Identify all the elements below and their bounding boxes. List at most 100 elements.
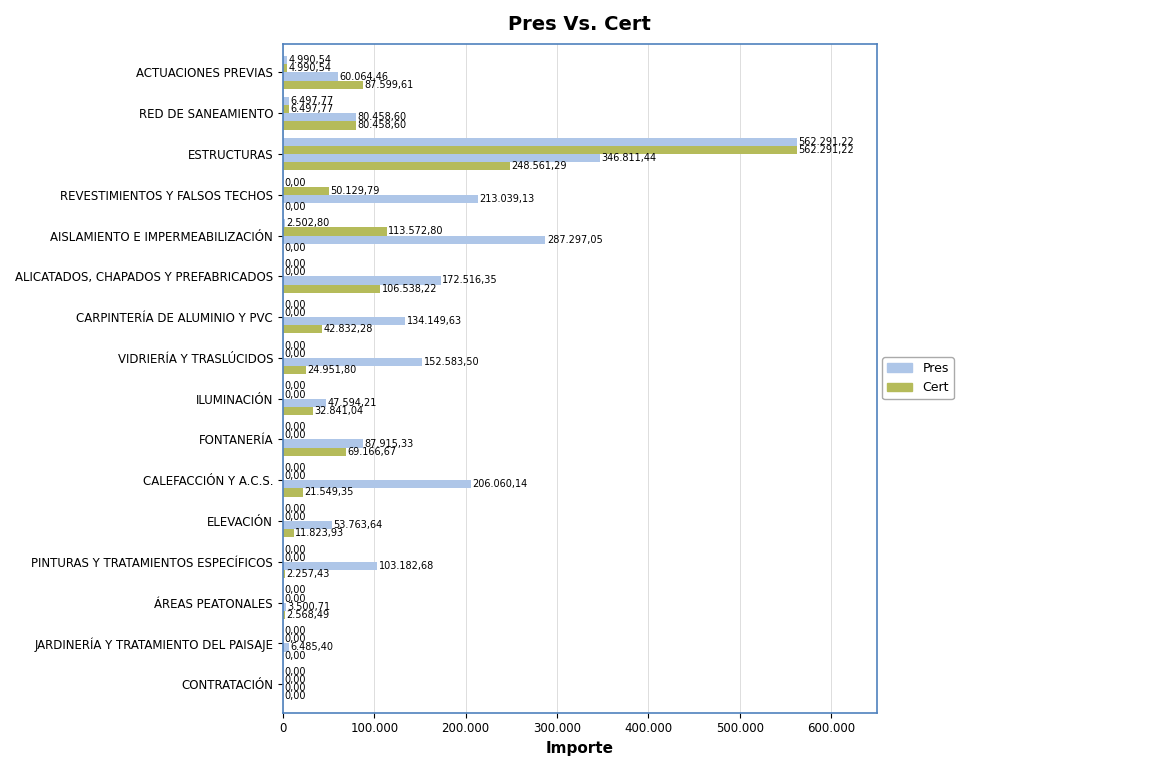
Text: 47.594,21: 47.594,21 [328,398,377,408]
Bar [283,64,287,72]
Text: 152.583,50: 152.583,50 [423,357,479,367]
Text: 2.502,80: 2.502,80 [286,218,330,228]
Text: 0,00: 0,00 [284,503,306,513]
Bar [283,187,329,195]
Text: 4.990,54: 4.990,54 [288,63,331,73]
Text: 21.549,35: 21.549,35 [304,487,354,497]
Text: 0,00: 0,00 [284,651,306,661]
Bar [283,72,337,81]
Bar [283,317,406,325]
Text: 32.841,04: 32.841,04 [314,406,363,416]
Text: 87.599,61: 87.599,61 [364,79,414,89]
Text: 0,00: 0,00 [284,512,306,522]
Bar [283,81,363,89]
Text: 0,00: 0,00 [284,675,306,685]
Bar [283,284,380,293]
Bar [283,121,356,130]
Text: 3.500,71: 3.500,71 [287,601,330,611]
Text: 6.497,77: 6.497,77 [290,96,334,106]
Text: 0,00: 0,00 [284,626,306,636]
Text: 346.811,44: 346.811,44 [601,153,656,163]
Bar [283,448,347,456]
Text: 0,00: 0,00 [284,268,306,278]
Text: 0,00: 0,00 [284,585,306,595]
Text: 53.763,64: 53.763,64 [334,520,383,530]
Bar [283,56,287,64]
Bar [283,399,327,407]
Text: 0,00: 0,00 [284,471,306,481]
Bar [283,611,285,619]
Text: 80.458,60: 80.458,60 [358,113,407,123]
Bar [283,439,363,448]
Text: 0,00: 0,00 [284,667,306,677]
Text: 50.129,79: 50.129,79 [330,186,379,196]
Bar [283,570,285,578]
Text: 0,00: 0,00 [284,341,306,351]
Text: 69.166,67: 69.166,67 [348,446,397,456]
Bar [283,521,331,529]
Text: 172.516,35: 172.516,35 [442,275,498,285]
Text: 0,00: 0,00 [284,202,306,212]
Text: 562.291,22: 562.291,22 [798,145,854,155]
Bar [283,113,356,121]
Bar [283,366,306,374]
Text: 0,00: 0,00 [284,348,306,359]
Text: 213.039,13: 213.039,13 [479,194,534,204]
Bar [283,480,471,488]
Bar [283,358,422,366]
Bar [283,195,478,203]
Legend: Pres, Cert: Pres, Cert [883,357,954,399]
Text: 248.561,29: 248.561,29 [512,161,566,171]
Bar [283,562,377,570]
Bar [283,97,288,105]
Text: 0,00: 0,00 [284,683,306,693]
Text: 562.291,22: 562.291,22 [798,136,854,146]
Bar [283,146,797,154]
Text: 0,00: 0,00 [284,463,306,473]
Text: 0,00: 0,00 [284,308,306,318]
Bar [283,138,797,146]
Text: 2.568,49: 2.568,49 [286,610,329,620]
Bar [283,105,288,113]
Text: 0,00: 0,00 [284,430,306,440]
Bar [283,227,386,236]
Text: 287.297,05: 287.297,05 [547,234,602,244]
Bar [283,488,302,497]
Bar [283,162,511,170]
Bar [283,236,545,244]
Text: 0,00: 0,00 [284,389,306,399]
Text: 2.257,43: 2.257,43 [286,569,329,579]
Text: 103.182,68: 103.182,68 [378,561,434,571]
Text: 0,00: 0,00 [284,553,306,563]
Bar [283,154,600,162]
Title: Pres Vs. Cert: Pres Vs. Cert [508,15,651,34]
Bar [283,325,322,333]
Text: 0,00: 0,00 [284,635,306,645]
Text: 206.060,14: 206.060,14 [472,480,528,490]
Bar [283,603,286,611]
Text: 0,00: 0,00 [284,544,306,554]
Text: 0,00: 0,00 [284,382,306,392]
Text: 24.951,80: 24.951,80 [307,365,356,375]
Bar [283,276,441,284]
Text: 42.832,28: 42.832,28 [323,325,372,335]
Text: 87.915,33: 87.915,33 [364,439,414,449]
Text: 0,00: 0,00 [284,300,306,310]
Text: 0,00: 0,00 [284,423,306,433]
Text: 0,00: 0,00 [284,594,306,604]
Bar [283,219,285,227]
Text: 0,00: 0,00 [284,243,306,253]
Text: 11.823,93: 11.823,93 [295,528,344,538]
Text: 6.485,40: 6.485,40 [290,642,333,652]
X-axis label: Importe: Importe [545,741,614,756]
Text: 113.572,80: 113.572,80 [388,227,443,237]
Bar [283,529,293,537]
Text: 4.990,54: 4.990,54 [288,56,331,66]
Text: 106.538,22: 106.538,22 [381,284,437,294]
Text: 60.064,46: 60.064,46 [340,72,388,82]
Text: 0,00: 0,00 [284,692,306,702]
Bar [283,643,288,651]
Text: 0,00: 0,00 [284,177,306,187]
Text: 134.149,63: 134.149,63 [407,316,462,326]
Text: 0,00: 0,00 [284,259,306,269]
